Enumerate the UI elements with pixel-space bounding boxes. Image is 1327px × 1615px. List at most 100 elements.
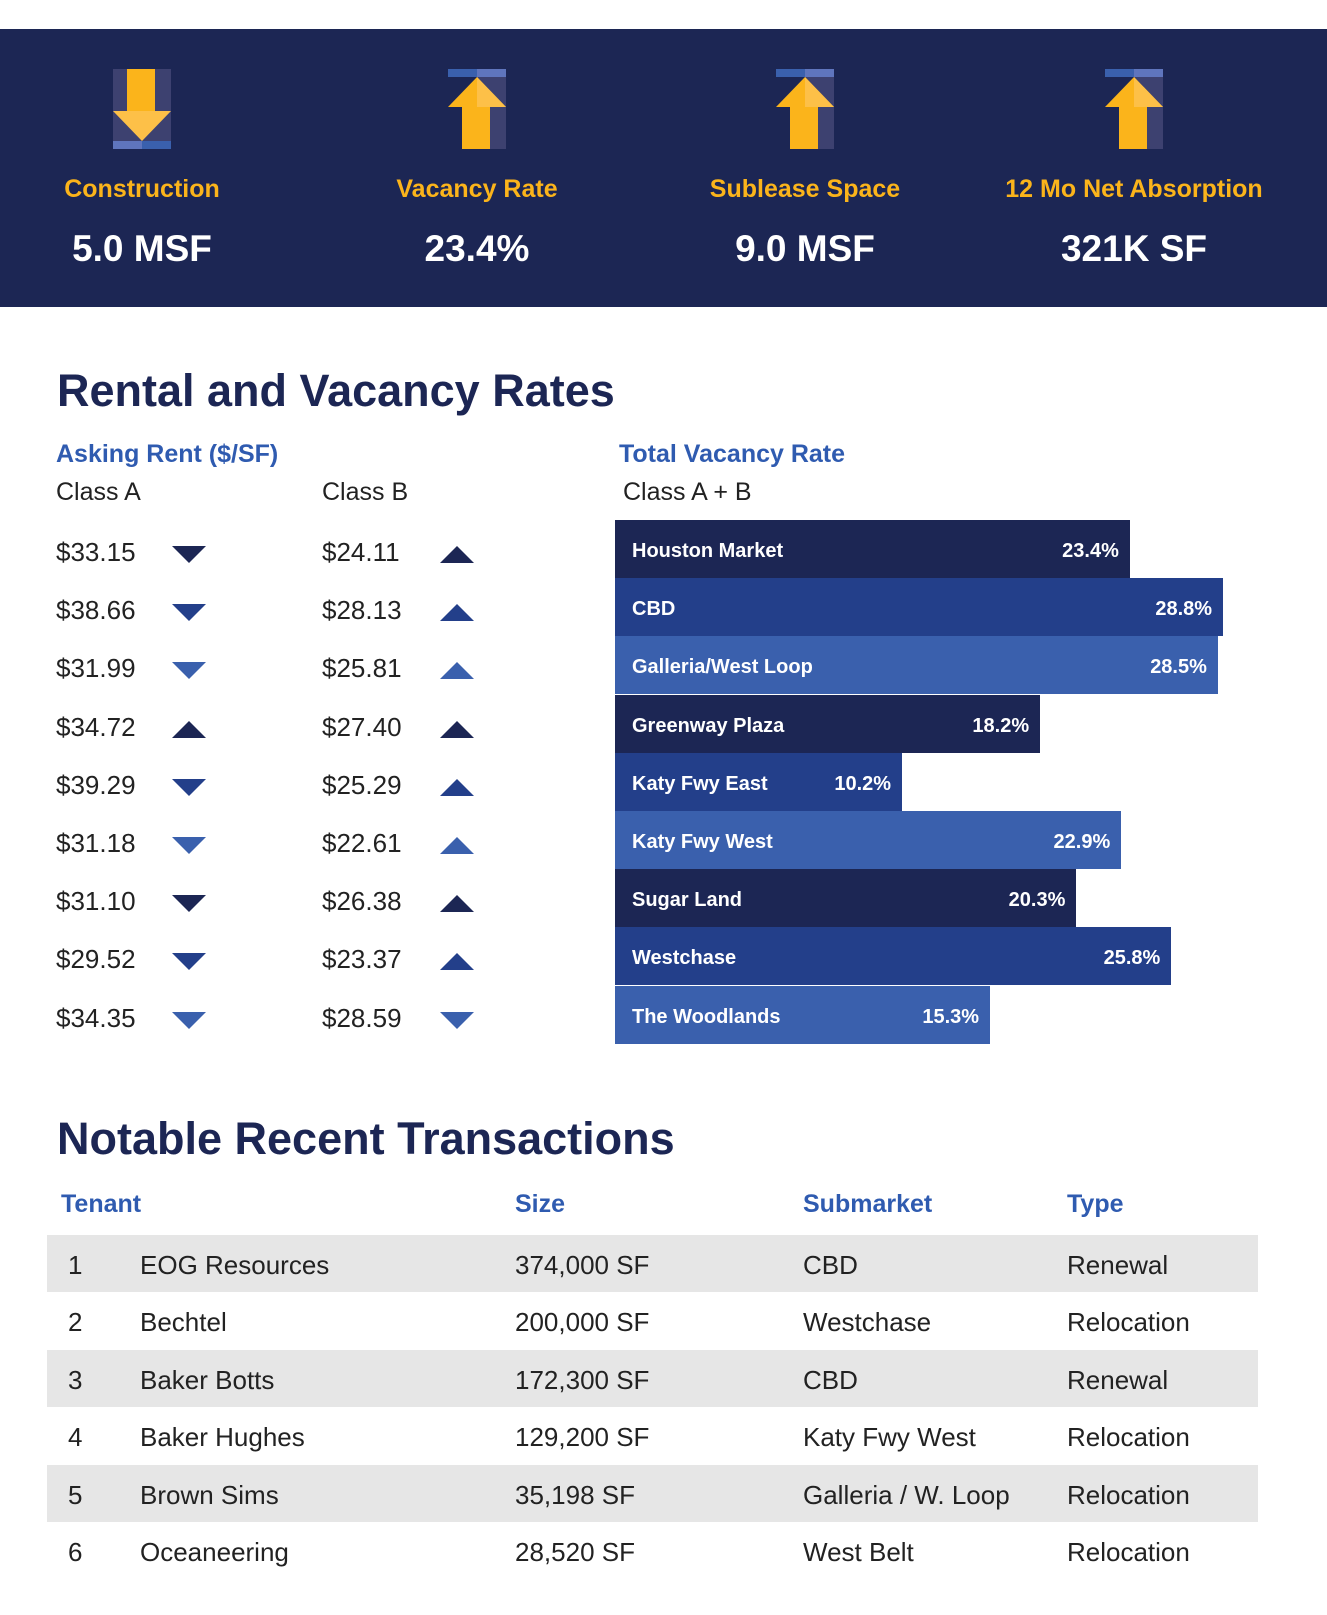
- stat-label: Sublease Space: [709, 175, 901, 203]
- triangle-down-icon: [172, 1011, 206, 1029]
- bar-label: The Woodlands: [632, 1005, 781, 1028]
- class-b-rent: $24.11: [322, 537, 400, 567]
- table-row: 3 Baker Botts 172,300 SF CBD Renewal: [47, 1349, 1258, 1407]
- cell-tenant: Baker Hughes: [140, 1422, 305, 1453]
- cell-type: Relocation: [1067, 1537, 1190, 1567]
- stat-2: Sublease Space 9.0 MSF: [640, 29, 970, 270]
- class-a-rent: $34.72: [56, 711, 136, 742]
- cell-type: Relocation: [1067, 1422, 1190, 1453]
- cell-size: 129,200 SF: [515, 1422, 650, 1453]
- class-a-label: Class A: [56, 478, 141, 506]
- cell-rank: 5: [68, 1479, 83, 1510]
- class-b-label: Class B: [322, 478, 409, 506]
- cell-type: Relocation: [1067, 1307, 1190, 1338]
- class-a-rent: $29.52: [56, 944, 136, 975]
- table-row: 1 EOG Resources 374,000 SF CBD Renewal: [47, 1235, 1258, 1292]
- triangle-up-icon: [440, 546, 474, 563]
- cell-type: Renewal: [1067, 1250, 1169, 1280]
- vacancy-class-label: Class A + B: [623, 478, 752, 506]
- asking-rent-title: Asking Rent ($/SF): [56, 440, 279, 468]
- bar-label: Katy Fwy East: [632, 772, 768, 795]
- triangle-up-icon: [440, 953, 474, 971]
- stat-value: 5.0 MSF: [72, 228, 212, 269]
- header-size: Size: [515, 1190, 566, 1218]
- class-a-rent: $38.66: [56, 595, 136, 626]
- triangle-down-icon: [440, 1011, 474, 1029]
- header-type: Type: [1067, 1190, 1124, 1218]
- bar-label: Houston Market: [632, 540, 784, 562]
- arrow-up-icon: [312, 69, 642, 149]
- cell-rank: 3: [68, 1364, 83, 1395]
- table-row: 6 Oceaneering 28,520 SF West Belt Relocation: [47, 1522, 1258, 1579]
- arrow-up-icon: [969, 69, 1299, 149]
- vacancy-bar: Houston Market 23.4%: [615, 520, 1130, 578]
- cell-tenant: Oceaneering: [140, 1537, 289, 1567]
- cell-rank: 1: [68, 1250, 83, 1280]
- bar-label: Katy Fwy West: [632, 831, 773, 853]
- class-a-rent: $31.18: [56, 828, 136, 858]
- class-b-rent: $28.59: [322, 1002, 402, 1033]
- triangle-down-icon: [172, 953, 206, 971]
- class-a-rent: $33.15: [56, 537, 136, 567]
- cell-size: 200,000 SF: [515, 1307, 650, 1338]
- stat-0: Construction 5.0 MSF: [0, 29, 307, 270]
- arrow-down-icon: [0, 69, 307, 149]
- class-b-rent: $25.81: [322, 653, 402, 684]
- bar-value: 18.2%: [972, 714, 1030, 737]
- bar-label: Westchase: [632, 947, 737, 970]
- vacancy-bar: The Woodlands 15.3%: [615, 985, 991, 1044]
- vacancy-bar: Katy Fwy West 22.9%: [615, 811, 1122, 869]
- bar-value: 15.3%: [922, 1005, 980, 1028]
- triangle-down-icon: [172, 604, 206, 622]
- vacancy-bar: CBD 28.8%: [615, 578, 1224, 637]
- table-row: 2 Bechtel 200,000 SF Westchase Relocation: [47, 1292, 1258, 1349]
- bar-value: 23.4%: [1062, 540, 1119, 562]
- stat-label: Construction: [64, 175, 220, 203]
- bar-value: 25.8%: [1103, 947, 1161, 970]
- header-tenant: Tenant: [61, 1190, 142, 1218]
- cell-size: 172,300 SF: [515, 1364, 650, 1395]
- stat-3: 12 Mo Net Absorption 321K SF: [969, 29, 1299, 270]
- vacancy-bar: Galleria/West Loop 28.5%: [615, 636, 1218, 695]
- bar-label: Greenway Plaza: [632, 714, 785, 737]
- cell-size: 35,198 SF: [515, 1479, 635, 1510]
- triangle-down-icon: [172, 546, 206, 563]
- stat-label: Vacancy Rate: [396, 175, 558, 203]
- stat-1: Vacancy Rate 23.4%: [312, 29, 642, 270]
- bar-value: 10.2%: [834, 772, 892, 795]
- class-b-rent: $22.61: [322, 828, 402, 858]
- stat-label: 12 Mo Net Absorption: [1005, 175, 1263, 203]
- vacancy-bar: Greenway Plaza 18.2%: [615, 694, 1041, 753]
- cell-tenant: EOG Resources: [140, 1250, 330, 1280]
- stats-banner: Construction 5.0 MSF Vacancy Rate 23.4% Subl…: [0, 29, 1327, 307]
- rental-vacancy-title: Rental and Vacancy Rates: [57, 365, 615, 416]
- vacancy-bar: Sugar Land 20.3%: [615, 869, 1077, 928]
- class-a-rent: $31.10: [56, 886, 136, 917]
- triangle-up-icon: [172, 720, 206, 738]
- bar-value: 22.9%: [1053, 831, 1111, 853]
- class-b-rent: $28.13: [322, 595, 402, 626]
- class-b-rent: $25.29: [322, 769, 402, 800]
- stat-value: 23.4%: [424, 228, 530, 269]
- cell-rank: 2: [68, 1307, 83, 1338]
- bar-value: 28.5%: [1150, 656, 1207, 679]
- cell-submarket: Galleria / W. Loop: [803, 1479, 1010, 1510]
- bar-label: Galleria/West Loop: [632, 656, 813, 679]
- class-a-rent: $31.99: [56, 653, 136, 684]
- bar-label: CBD: [632, 598, 676, 621]
- class-b-rent: $26.38: [322, 886, 402, 917]
- cell-submarket: Westchase: [803, 1307, 932, 1338]
- class-a-rent: $34.35: [56, 1002, 136, 1033]
- cell-tenant: Baker Botts: [140, 1364, 275, 1395]
- triangle-down-icon: [172, 662, 206, 680]
- cell-rank: 4: [68, 1422, 83, 1453]
- triangle-up-icon: [440, 895, 474, 913]
- bar-label: Sugar Land: [632, 889, 743, 912]
- vacancy-bar: Katy Fwy East 10.2%: [615, 752, 903, 811]
- class-b-rent: $27.40: [322, 711, 402, 742]
- triangle-up-icon: [440, 604, 474, 622]
- triangle-down-icon: [172, 778, 206, 796]
- vacancy-title: Total Vacancy Rate: [619, 440, 846, 468]
- cell-submarket: CBD: [803, 1364, 858, 1395]
- stat-value: 321K SF: [1060, 228, 1207, 269]
